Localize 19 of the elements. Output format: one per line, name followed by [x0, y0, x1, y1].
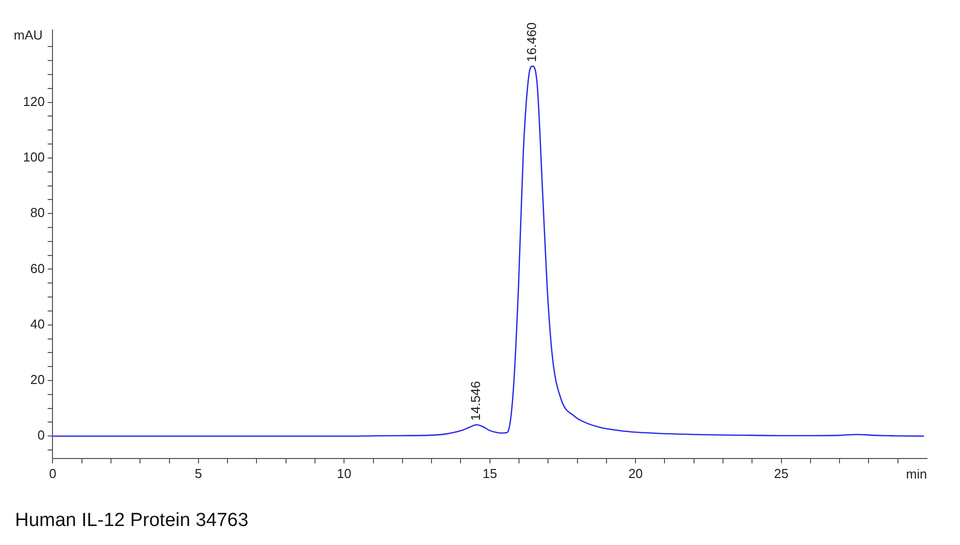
annotation: 14.546	[468, 380, 484, 421]
x-tick-label: 25	[774, 466, 789, 481]
y-tick-label: 0	[37, 428, 45, 443]
x-tick-label: 20	[628, 466, 643, 481]
y-tick-label: 100	[22, 150, 45, 165]
x-axis-title: min	[906, 466, 927, 482]
y-tick-label: 60	[30, 260, 45, 276]
annotation: 16.460	[524, 22, 539, 62]
y-axis-title: mAU	[14, 28, 43, 43]
line-series	[52, 66, 925, 437]
x-tick-label: 10	[336, 466, 352, 481]
y-tick-label: 120	[22, 94, 45, 109]
x-tick-label: 5	[194, 466, 202, 481]
text: Human IL-12 Protein 34763	[15, 510, 248, 532]
y-tick-label: 40	[30, 316, 45, 332]
x-tick-label: 15	[482, 466, 498, 481]
y-tick-label: 80	[30, 205, 45, 220]
x-tick-label: 0	[49, 466, 56, 481]
y-tick-label: 20	[30, 372, 45, 388]
